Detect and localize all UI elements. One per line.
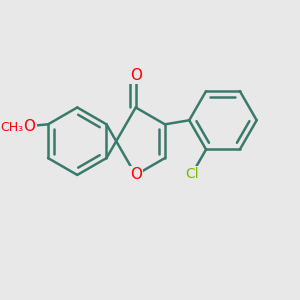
Text: O: O bbox=[130, 68, 142, 83]
Text: O: O bbox=[23, 118, 35, 134]
Text: CH₃: CH₃ bbox=[0, 121, 23, 134]
Text: Cl: Cl bbox=[185, 167, 199, 181]
Text: O: O bbox=[130, 167, 142, 182]
